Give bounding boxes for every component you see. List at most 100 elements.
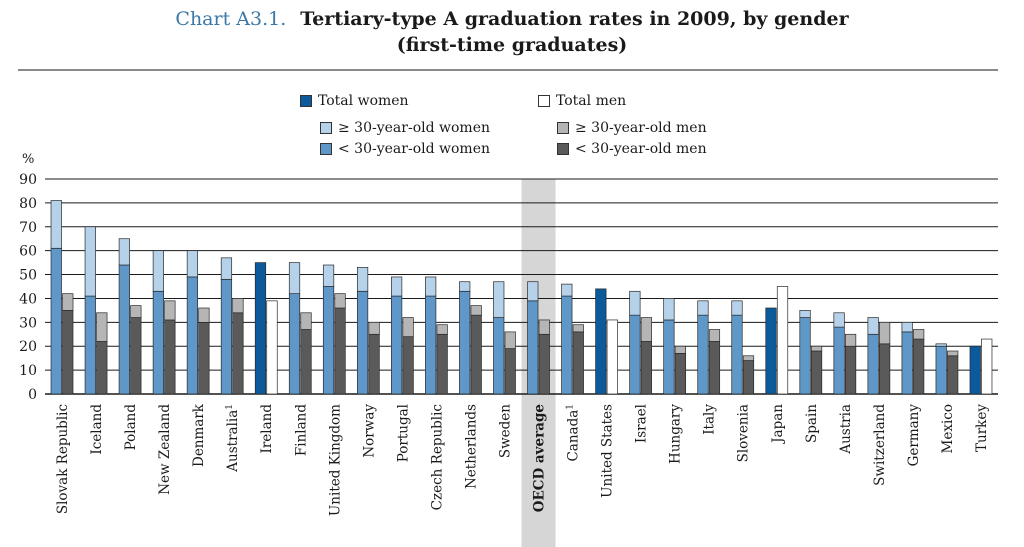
- bar-women-30plus: [322, 264, 335, 287]
- bar-women-30plus: [425, 276, 437, 297]
- bar-women-30plus: [697, 300, 709, 316]
- bar-women-30plus: [867, 317, 879, 335]
- legend-swatch-young-men: [557, 143, 569, 155]
- bar-total-women: [595, 288, 607, 395]
- bar-women-30plus: [288, 262, 301, 295]
- bar-women-30plus: [220, 257, 233, 280]
- bar-women-30plus: [561, 283, 573, 297]
- legend-young-men: < 30-year-old men: [557, 141, 707, 157]
- category-label: Japan: [770, 404, 786, 445]
- bar-men-30plus: [436, 324, 448, 335]
- category-label: Canada1: [566, 404, 582, 462]
- category-label: Netherlands: [463, 404, 479, 489]
- bar-women-under30: [561, 295, 573, 395]
- legend-total-men: Total men: [538, 93, 626, 109]
- legend-total-women: Total women: [300, 93, 409, 109]
- bar-men-under30: [198, 321, 210, 395]
- bar-women-under30: [186, 276, 199, 395]
- bar-women-under30: [84, 295, 96, 395]
- y-tick-label: 20: [19, 339, 37, 355]
- bar-women-30plus: [731, 300, 743, 316]
- bar-total-men: [266, 300, 278, 395]
- category-label: Denmark: [191, 403, 207, 467]
- category-footnote-marker: 1: [225, 404, 235, 410]
- bar-total-women: [765, 307, 777, 395]
- bar-women-under30: [901, 331, 913, 395]
- bar-men-under30: [674, 353, 687, 395]
- bar-women-under30: [425, 295, 437, 395]
- legend-swatch-young-women: [320, 143, 332, 155]
- legend-label-young-men: < 30-year-old men: [575, 141, 707, 157]
- y-tick-label: 70: [19, 220, 37, 236]
- bar-men-30plus: [742, 355, 755, 361]
- bar-men-30plus: [96, 312, 108, 342]
- bar-men-30plus: [334, 293, 346, 309]
- y-tick-label: 0: [28, 387, 37, 403]
- category-label: Hungary: [668, 404, 684, 464]
- bar-men-30plus: [674, 345, 687, 354]
- category-label: Spain: [804, 404, 820, 443]
- bar-men-under30: [947, 355, 959, 395]
- bar-men-30plus: [844, 333, 857, 347]
- category-label: Turkey: [974, 404, 990, 452]
- bar-women-under30: [391, 295, 403, 395]
- y-axis-unit-label: %: [22, 152, 34, 167]
- category-label: United States: [600, 404, 616, 498]
- y-tick-label: 80: [19, 196, 37, 212]
- bar-total-women: [254, 262, 267, 395]
- bar-men-30plus: [640, 317, 652, 342]
- legend-older-women: ≥ 30-year-old women: [320, 120, 490, 136]
- bar-women-30plus: [186, 250, 199, 278]
- bar-men-under30: [879, 343, 891, 395]
- bar-women-under30: [799, 317, 811, 395]
- bar-women-30plus: [935, 343, 947, 347]
- category-footnote-marker: 1: [566, 404, 576, 410]
- bar-men-under30: [96, 341, 108, 395]
- bar-men-30plus: [538, 319, 550, 335]
- category-label: Mexico: [940, 404, 956, 453]
- bar-men-under30: [708, 341, 721, 395]
- bar-men-under30: [436, 333, 448, 395]
- bar-total-men: [776, 286, 789, 395]
- bar-men-30plus: [572, 324, 584, 333]
- category-label: Austria: [838, 404, 854, 455]
- bar-men-under30: [300, 329, 312, 395]
- legend-swatch-older-women: [320, 122, 332, 134]
- bar-men-under30: [913, 338, 925, 395]
- bar-men-30plus: [504, 331, 516, 349]
- legend-older-men: ≥ 30-year-old men: [557, 120, 707, 136]
- legend-swatch-older-men: [557, 122, 569, 134]
- category-label: Portugal: [395, 404, 411, 462]
- bar-women-30plus: [493, 281, 505, 318]
- bar-men-under30: [368, 333, 380, 395]
- category-label: Italy: [702, 404, 718, 435]
- bar-total-men: [981, 338, 993, 395]
- bar-men-under30: [572, 331, 584, 395]
- chart-subtitle: (first-time graduates): [396, 34, 628, 56]
- bar-women-under30: [731, 314, 743, 395]
- category-label: Sweden: [497, 404, 513, 458]
- bar-men-30plus: [470, 305, 482, 316]
- bar-men-30plus: [130, 305, 142, 318]
- bar-men-under30: [538, 333, 550, 395]
- bar-men-under30: [130, 317, 142, 395]
- bar-women-30plus: [84, 226, 96, 297]
- chart-title-text: Tertiary-type A graduation rates in 2009…: [300, 8, 849, 30]
- bar-men-30plus: [62, 293, 74, 311]
- bar-men-under30: [504, 348, 516, 395]
- bar-men-under30: [470, 314, 482, 395]
- bar-women-under30: [493, 317, 505, 395]
- bar-women-30plus: [50, 200, 62, 249]
- bar-women-under30: [459, 290, 471, 395]
- bar-women-30plus: [527, 281, 539, 302]
- category-label: Israel: [634, 404, 650, 443]
- legend-label-total-men: Total men: [556, 93, 627, 109]
- bar-women-under30: [629, 314, 641, 395]
- category-label: Switzerland: [872, 404, 888, 486]
- category-label: Slovak Republic: [55, 404, 71, 514]
- bar-men-30plus: [164, 300, 176, 321]
- y-tick-label: 10: [19, 363, 37, 379]
- category-label-highlight: OECD average: [532, 404, 548, 512]
- category-label: Australia1: [225, 404, 241, 473]
- y-tick-label: 30: [19, 315, 37, 331]
